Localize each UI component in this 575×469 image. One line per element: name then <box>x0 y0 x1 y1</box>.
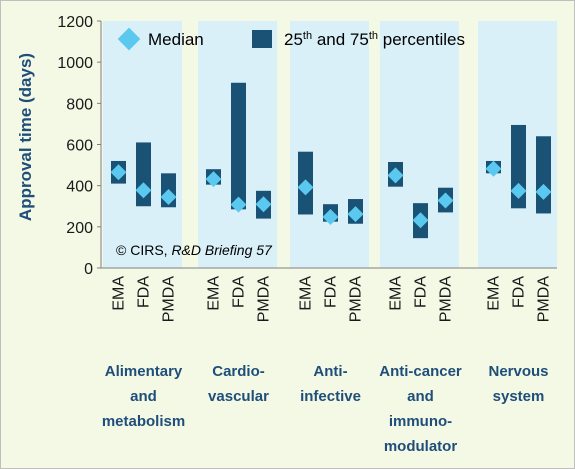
agency-tick-label: FDA <box>231 276 248 308</box>
y-tick-labels: 0 200 400 600 800 1000 1200 <box>57 14 93 278</box>
category-label: Cardio-vascular <box>208 363 269 405</box>
agency-tick-label: EMA <box>486 276 503 311</box>
category-labels: Alimentary and metabolism Cardio-vascular An… <box>102 363 549 455</box>
agency-tick-label: EMA <box>206 276 223 311</box>
median-marker <box>485 160 502 177</box>
agency-tick-labels: EMA FDA PMDA EMA FDA PMDA EMA FDA PMDA EMA FDA PMDA… <box>111 276 553 323</box>
legend-percentile-label: 25th and 75th percentiles <box>284 30 465 49</box>
y-tick-label: 400 <box>66 179 93 196</box>
category-label: Anti-cancer and immuno-modulator <box>379 363 462 455</box>
median-marker <box>110 164 127 181</box>
median-marker <box>322 208 339 225</box>
median-marker <box>510 182 527 199</box>
agency-tick-label: PMDA <box>438 276 455 323</box>
group-band <box>290 21 369 268</box>
y-tick-label: 1000 <box>57 55 93 72</box>
category-label: Alimentary and metabolism <box>102 363 185 430</box>
median-marker <box>230 196 247 213</box>
median-marker <box>347 206 364 223</box>
y-tick-label: 200 <box>66 220 93 237</box>
agency-tick-label: EMA <box>298 276 315 311</box>
agency-tick-label: PMDA <box>536 276 553 323</box>
group-bands <box>103 21 557 268</box>
median-marker <box>535 183 552 200</box>
agency-tick-label: EMA <box>111 276 128 311</box>
percentile-bar <box>231 82 246 210</box>
median-marker <box>135 182 152 199</box>
agency-tick-label: FDA <box>511 276 528 308</box>
category-label: Anti-infective <box>300 363 361 405</box>
agency-tick-label: FDA <box>323 276 340 308</box>
legend-median-label: Median <box>148 30 204 49</box>
agency-tick-label: PMDA <box>161 276 178 323</box>
y-tick-label: 600 <box>66 138 93 155</box>
axis-lines <box>97 20 557 269</box>
y-tick-label: 800 <box>66 96 93 113</box>
category-label: Nervous system <box>488 363 548 405</box>
y-tick-label: 1200 <box>57 14 93 31</box>
y-axis-label: Approval time (days) <box>16 53 35 221</box>
agency-tick-label: FDA <box>136 276 153 308</box>
percentile-bar <box>536 136 551 214</box>
median-marker <box>255 196 272 213</box>
y-tick-label: 0 <box>84 261 93 278</box>
median-marker <box>205 171 222 188</box>
median-marker <box>160 188 177 205</box>
legend: Median 25th and 75th percentiles <box>117 27 465 51</box>
agency-tick-label: FDA <box>413 276 430 308</box>
median-marker <box>437 192 454 209</box>
agency-tick-label: PMDA <box>256 276 273 323</box>
median-marker <box>412 212 429 229</box>
median-markers <box>110 160 552 229</box>
agency-tick-label: EMA <box>388 276 405 311</box>
agency-tick-label: PMDA <box>348 276 365 323</box>
median-marker <box>387 167 404 184</box>
legend-percentile-swatch <box>252 30 272 48</box>
median-marker <box>297 179 314 196</box>
source-credit: © CIRS, R&D Briefing 57 <box>116 242 273 258</box>
